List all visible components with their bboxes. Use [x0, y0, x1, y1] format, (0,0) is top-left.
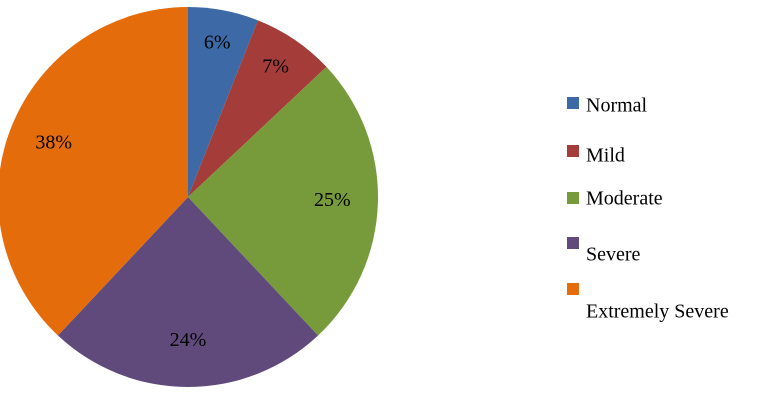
data-label: 6%: [204, 32, 231, 54]
pie-slice: [0, 7, 188, 336]
legend-label: Extremely Severe: [586, 301, 729, 323]
legend-label: Mild: [586, 145, 625, 167]
pie-slice: [57, 197, 319, 387]
legend-marker: [567, 237, 579, 249]
legend-label: Moderate: [586, 188, 663, 210]
legend-label: Normal: [586, 95, 648, 117]
legend-marker: [567, 283, 579, 295]
data-label: 7%: [262, 56, 289, 78]
data-label: 25%: [314, 189, 351, 211]
pie-slice: [188, 66, 378, 336]
legend-marker: [567, 97, 579, 109]
data-label: 38%: [35, 131, 72, 153]
legend-label: Severe: [586, 244, 641, 266]
pie-slice: [188, 20, 327, 197]
legend-marker: [567, 145, 579, 157]
data-label: 24%: [170, 329, 207, 351]
pie-slice: [188, 7, 258, 197]
legend-marker: [567, 192, 579, 204]
